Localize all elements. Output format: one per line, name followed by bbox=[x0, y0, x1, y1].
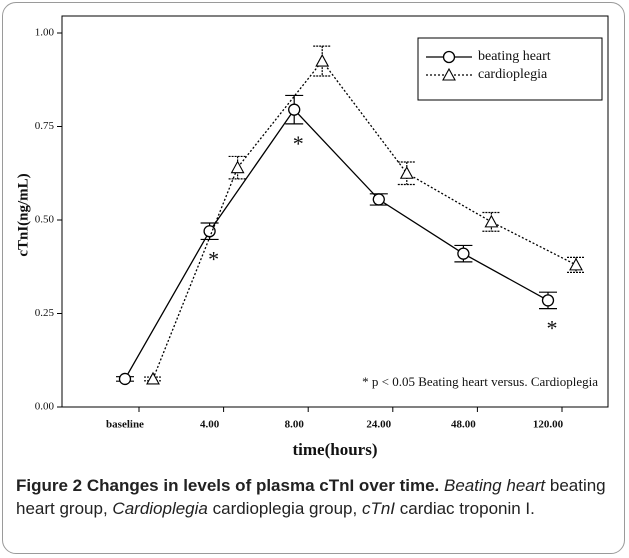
x-axis-label: time(hours) bbox=[293, 440, 378, 459]
legend-label: beating heart bbox=[478, 49, 551, 64]
point bbox=[288, 103, 301, 116]
caption-text: cardioplegia group, bbox=[212, 499, 358, 518]
caption-text: beating heart group, bbox=[16, 476, 606, 518]
point bbox=[569, 257, 583, 271]
error-bar bbox=[228, 155, 247, 180]
point bbox=[372, 193, 385, 206]
y-tick-label: 0.00 bbox=[35, 401, 55, 413]
plot-frame bbox=[61, 15, 609, 408]
y-tick-label: 1.00 bbox=[35, 27, 55, 39]
y-axis-label: cTnI(ng/mL) bbox=[15, 173, 31, 256]
point bbox=[315, 53, 330, 67]
point bbox=[203, 225, 216, 238]
x-tick-label: 4.00 bbox=[200, 419, 220, 431]
point bbox=[399, 166, 414, 179]
series-line bbox=[124, 108, 549, 380]
series-line bbox=[152, 59, 577, 380]
y-tick-label: 0.50 bbox=[35, 214, 55, 226]
y-tick-label: 0.25 bbox=[35, 307, 55, 319]
x-tick-label: 120.00 bbox=[533, 419, 564, 431]
chart: cTnI(ng/mL) time(hours) * p < 0.05 Beati… bbox=[15, 15, 609, 459]
caption-text: Beating heart bbox=[443, 476, 546, 495]
error-bar bbox=[313, 45, 332, 77]
figure-frame bbox=[2, 2, 625, 554]
point bbox=[541, 294, 555, 307]
point bbox=[118, 372, 132, 386]
point bbox=[146, 371, 160, 385]
legend-label: cardioplegia bbox=[478, 67, 548, 82]
y-tick-label: 0.75 bbox=[35, 120, 55, 132]
point bbox=[230, 160, 245, 174]
caption-text: cardiac troponin I. bbox=[399, 499, 535, 518]
significance-mark: * bbox=[208, 246, 219, 271]
x-tick-label: baseline bbox=[106, 419, 144, 431]
point bbox=[457, 247, 470, 260]
caption-text: cTnI bbox=[361, 499, 396, 518]
significance-mark: * bbox=[293, 131, 304, 156]
x-tick-label: 48.00 bbox=[451, 419, 476, 431]
x-tick-label: 8.00 bbox=[285, 419, 305, 431]
error-bar bbox=[397, 161, 416, 186]
caption-title: Figure 2 Changes in levels of plasma cTn… bbox=[16, 476, 440, 495]
x-tick-label: 24.00 bbox=[366, 419, 391, 431]
legend-marker bbox=[442, 50, 456, 64]
caption-text: Cardioplegia bbox=[112, 499, 208, 518]
significance-mark: * bbox=[547, 316, 558, 341]
caption: Figure 2 Changes in levels of plasma cTn… bbox=[16, 474, 616, 520]
point bbox=[484, 214, 499, 228]
legend-marker bbox=[442, 67, 456, 81]
note: * p < 0.05 Beating heart versus. Cardiop… bbox=[362, 374, 598, 389]
